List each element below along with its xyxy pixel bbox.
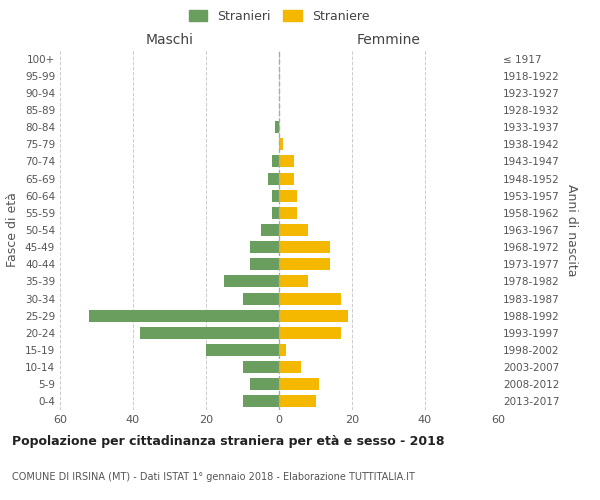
Bar — [242, 396, 279, 407]
Text: COMUNE DI IRSINA (MT) - Dati ISTAT 1° gennaio 2018 - Elaborazione TUTTITALIA.IT: COMUNE DI IRSINA (MT) - Dati ISTAT 1° ge… — [12, 472, 415, 482]
Bar — [261, 224, 279, 236]
Bar — [279, 361, 301, 373]
Y-axis label: Fasce di età: Fasce di età — [7, 192, 19, 268]
Bar — [272, 190, 279, 202]
Bar — [250, 258, 279, 270]
Bar — [242, 361, 279, 373]
Legend: Stranieri, Straniere: Stranieri, Straniere — [185, 6, 373, 26]
Bar — [279, 327, 341, 339]
Bar — [250, 241, 279, 253]
Bar — [279, 190, 297, 202]
Bar — [279, 138, 283, 150]
Bar — [224, 276, 279, 287]
Text: Femmine: Femmine — [356, 32, 421, 46]
Bar — [279, 310, 349, 322]
Bar — [279, 172, 293, 184]
Bar — [250, 378, 279, 390]
Bar — [279, 207, 297, 219]
Text: Popolazione per cittadinanza straniera per età e sesso - 2018: Popolazione per cittadinanza straniera p… — [12, 435, 445, 448]
Bar — [279, 292, 341, 304]
Bar — [279, 396, 316, 407]
Bar — [279, 241, 330, 253]
Bar — [279, 224, 308, 236]
Bar — [279, 156, 293, 168]
Bar — [272, 207, 279, 219]
Bar — [275, 121, 279, 133]
Bar — [268, 172, 279, 184]
Bar — [242, 292, 279, 304]
Bar — [279, 378, 319, 390]
Y-axis label: Anni di nascita: Anni di nascita — [565, 184, 578, 276]
Bar — [272, 156, 279, 168]
Bar — [206, 344, 279, 356]
Bar — [279, 344, 286, 356]
Text: Maschi: Maschi — [146, 32, 193, 46]
Bar — [89, 310, 279, 322]
Bar — [279, 276, 308, 287]
Bar — [279, 258, 330, 270]
Bar — [140, 327, 279, 339]
